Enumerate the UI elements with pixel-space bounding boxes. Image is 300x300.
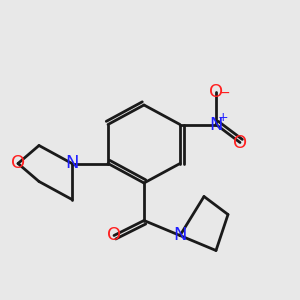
- Text: N: N: [209, 116, 223, 134]
- Text: O: O: [233, 134, 247, 152]
- Text: O: O: [11, 154, 25, 172]
- Text: +: +: [217, 111, 228, 124]
- Text: O: O: [107, 226, 121, 244]
- Text: N: N: [173, 226, 187, 244]
- Text: O: O: [209, 82, 223, 100]
- Text: N: N: [65, 154, 79, 172]
- Text: −: −: [219, 86, 230, 100]
